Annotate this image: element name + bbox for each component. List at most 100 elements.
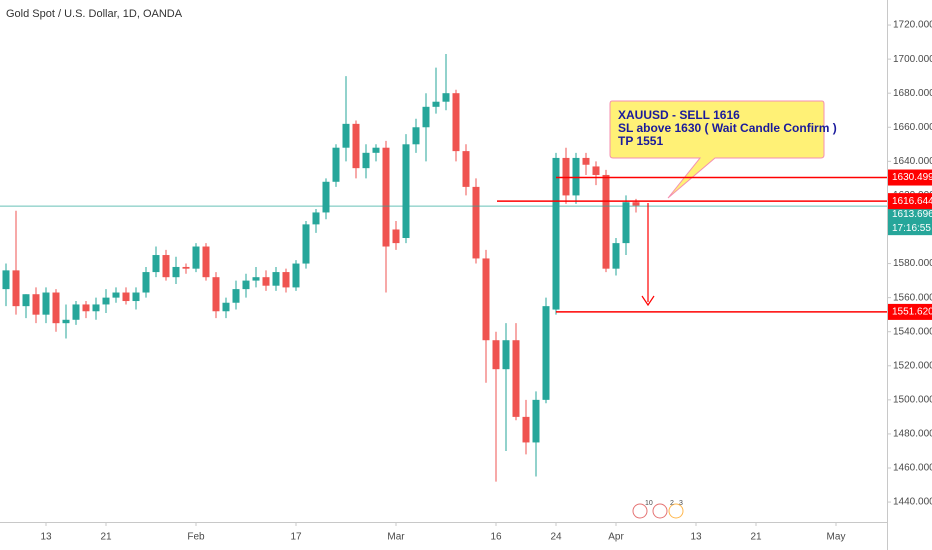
y-tick-label: 1560.000 <box>893 292 932 303</box>
candle-body <box>612 243 620 269</box>
candle-body <box>272 272 280 286</box>
x-tick-label: 17 <box>290 532 302 543</box>
x-tick-label: 21 <box>100 532 112 543</box>
candle-body <box>122 292 130 302</box>
candle-body <box>602 174 610 269</box>
candle-body <box>162 255 170 278</box>
x-tick-label: Apr <box>608 532 624 543</box>
candle-body <box>392 229 400 244</box>
y-tick-label: 1680.000 <box>893 88 932 99</box>
x-tick-label: 13 <box>690 532 702 543</box>
candle-body <box>212 277 220 312</box>
event-count: 10 <box>645 500 653 507</box>
candle-body <box>112 292 120 298</box>
candle-body <box>452 93 460 152</box>
candle-body <box>422 106 430 128</box>
candle-body <box>482 258 490 341</box>
candle-body <box>252 277 260 281</box>
countdown-label: 17:16:55 <box>892 223 931 234</box>
candle-body <box>92 304 100 312</box>
candle-body <box>142 272 150 293</box>
overlay: XAUUSD - SELL 1616 SL above 1630 ( Wait … <box>497 100 887 519</box>
candle-body <box>342 123 350 148</box>
candle-body <box>232 289 240 303</box>
x-tick-label: 21 <box>750 532 762 543</box>
candle-body <box>172 266 180 278</box>
candle-body <box>402 144 410 239</box>
candle-body <box>412 127 420 145</box>
candle-body <box>332 147 340 182</box>
candle-body <box>632 202 640 206</box>
candle-body <box>22 294 30 307</box>
candle-body <box>202 246 210 278</box>
candle-body <box>572 157 580 196</box>
candle-body <box>542 306 550 400</box>
candle-body <box>562 157 570 196</box>
candle-body <box>282 272 290 288</box>
x-tick-label: 16 <box>490 532 502 543</box>
candle-body <box>582 157 590 165</box>
candle-body <box>182 266 190 269</box>
y-tick-label: 1440.000 <box>893 497 932 508</box>
candle-body <box>2 270 10 290</box>
callout-line: XAUUSD - SELL 1616 <box>618 108 740 122</box>
plot-area <box>0 54 887 482</box>
price-level-label: 1551.620 <box>892 307 932 318</box>
candle-body <box>432 101 440 107</box>
candle-body <box>62 319 70 324</box>
event-count: 2 <box>670 500 674 507</box>
candle-body <box>152 255 160 273</box>
callout-line: TP 1551 <box>618 134 663 148</box>
last-price-tag <box>888 207 932 236</box>
candle-body <box>292 263 300 288</box>
price-level-label: 1616.644 <box>892 196 932 207</box>
x-tick-label: 24 <box>550 532 562 543</box>
candle-body <box>222 302 230 312</box>
candle-body <box>352 123 360 169</box>
candle-body <box>312 212 320 225</box>
candle-body <box>362 152 370 169</box>
y-tick-label: 1720.000 <box>893 20 932 31</box>
price-level-label: 1630.499 <box>892 172 932 183</box>
y-tick-label: 1540.000 <box>893 326 932 337</box>
x-tick-label: Mar <box>387 532 405 543</box>
candle-body <box>242 280 250 290</box>
price-level-tag <box>888 303 932 320</box>
candle-body <box>302 224 310 264</box>
y-tick-label: 1480.000 <box>893 429 932 440</box>
price-level-tag <box>888 193 932 210</box>
candle-body <box>512 340 520 417</box>
candle-body <box>382 147 390 247</box>
y-tick-label: 1640.000 <box>893 156 932 167</box>
event-icon[interactable] <box>632 503 648 519</box>
candle-body <box>522 416 530 443</box>
candle-body <box>502 340 510 370</box>
y-tick-label: 1460.000 <box>893 463 932 474</box>
candle-body <box>82 304 90 312</box>
callout-line: SL above 1630 ( Wait Candle Confirm ) <box>618 121 837 135</box>
candle-body <box>532 399 540 443</box>
candle-body <box>192 246 200 269</box>
y-tick-label: 1520.000 <box>893 360 932 371</box>
event-icon[interactable] <box>652 503 668 519</box>
candle-body <box>32 294 40 315</box>
candle-body <box>622 202 630 244</box>
candle-body <box>42 292 50 315</box>
x-tick-label: Feb <box>187 532 205 543</box>
candle-body <box>102 297 110 305</box>
x-tick-label: May <box>827 532 846 543</box>
candle-body <box>372 147 380 153</box>
target-arrow-head <box>641 295 655 307</box>
chart-title: Gold Spot / U.S. Dollar, 1D, OANDA <box>6 8 183 20</box>
x-tick-label: 13 <box>40 532 52 543</box>
candle-body <box>12 270 20 307</box>
event-icon[interactable] <box>668 503 684 519</box>
y-tick-label: 1660.000 <box>893 122 932 133</box>
candle-body <box>52 292 60 324</box>
y-tick-label: 1580.000 <box>893 258 932 269</box>
candle-body <box>262 277 270 286</box>
candle-body <box>72 304 80 320</box>
